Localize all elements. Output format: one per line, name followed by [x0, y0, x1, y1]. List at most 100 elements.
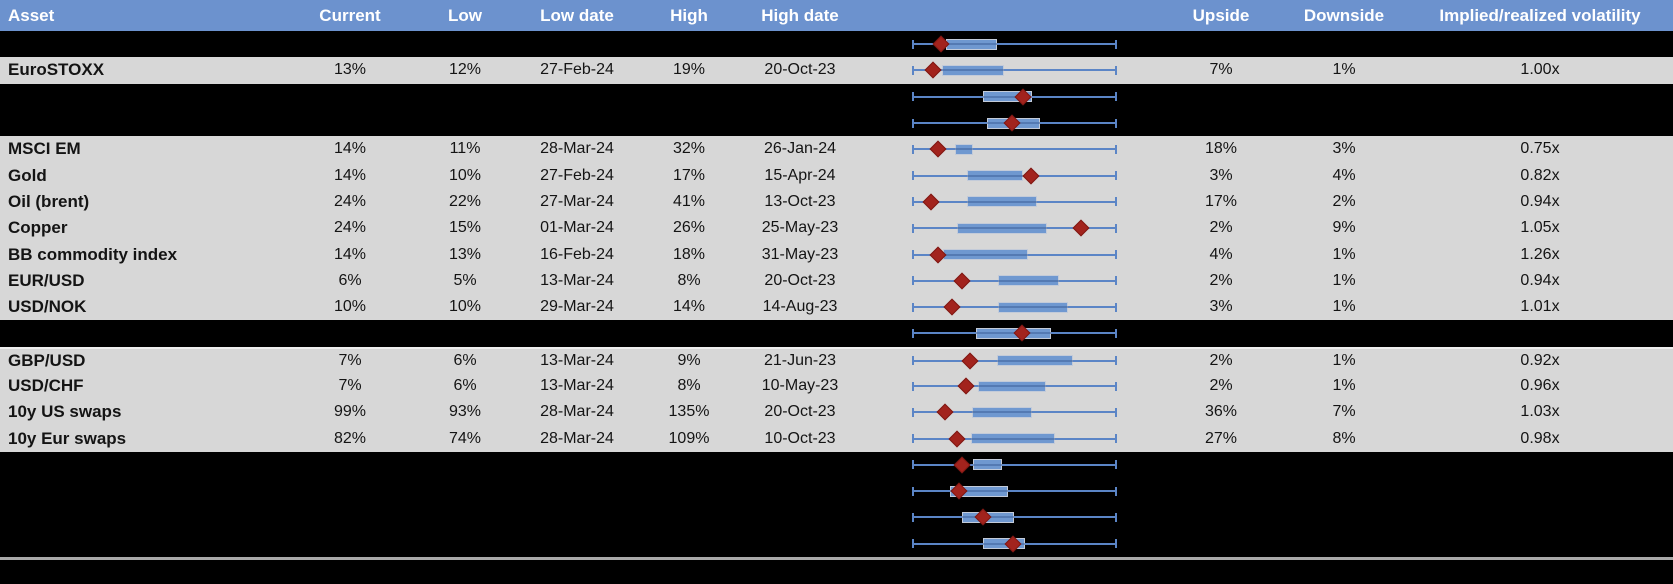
- asset-label: USD/CHF: [8, 376, 84, 395]
- downside-value: [1292, 531, 1396, 557]
- asset-label: 10y Eur swaps: [8, 428, 127, 448]
- boxplot-min-cap: [912, 407, 914, 417]
- boxplot-min-cap: [912, 356, 914, 366]
- asset-label: BB commodity index: [8, 244, 178, 264]
- boxplot-max-cap: [1115, 434, 1117, 444]
- table-row: Copper 24% 15% 01-Mar-24 26% 25-May-23 2…: [0, 215, 1673, 242]
- upside-value: [1150, 504, 1292, 530]
- high-value: 8%: [677, 271, 701, 289]
- low-value: 11%: [449, 140, 481, 158]
- range-chart-cell: [856, 162, 1150, 188]
- low-date-value: [520, 320, 634, 346]
- high-date-value: 20-Oct-23: [764, 271, 836, 289]
- downside-value: 4%: [1332, 166, 1356, 184]
- boxplot-min-cap: [912, 197, 914, 207]
- boxplot-median-line: [955, 148, 973, 151]
- boxplot-min-cap: [912, 328, 914, 338]
- high-date-value: 26-Jan-24: [763, 140, 837, 158]
- low-value: [410, 478, 520, 504]
- low-date-value: 13-Mar-24: [540, 351, 614, 369]
- asset-label: 10y US swaps: [8, 402, 122, 422]
- high-value: [634, 31, 744, 57]
- boxplot: [912, 425, 1117, 451]
- boxplot-max-cap: [1115, 197, 1117, 207]
- iv-rv-value: [1396, 478, 1673, 504]
- asset-label: GBP/USD: [8, 350, 86, 370]
- boxplot-min-cap: [912, 92, 914, 102]
- high-value: 17%: [672, 166, 706, 184]
- table-row: [0, 530, 1673, 557]
- low-date-value: [520, 110, 634, 136]
- high-value: 26%: [672, 219, 706, 237]
- table-row: EUR/USD 6% 5% 13-Mar-24 8% 20-Oct-23 2% …: [0, 267, 1673, 294]
- boxplot: [912, 478, 1117, 504]
- range-chart-cell: [856, 504, 1150, 530]
- boxplot-max-cap: [1115, 302, 1117, 312]
- boxplot-max-cap: [1115, 39, 1117, 49]
- boxplot-min-cap: [912, 460, 914, 470]
- table-row: [0, 504, 1673, 531]
- high-value: 41%: [672, 192, 706, 210]
- boxplot-min-cap: [912, 39, 914, 49]
- low-value: [410, 84, 520, 110]
- low-date-value: [520, 84, 634, 110]
- table-row: [0, 478, 1673, 505]
- boxplot-whisker-line: [912, 69, 1117, 72]
- low-date-value: 01-Mar-24: [540, 219, 614, 237]
- table-row: USD/NOK 10% 10% 29-Mar-24 14% 14-Aug-23 …: [0, 293, 1673, 321]
- range-chart-cell: [856, 268, 1150, 294]
- table-row: Oil (brent) 24% 22% 27-Mar-24 41% 13-Oct…: [0, 188, 1673, 216]
- boxplot-median-line: [977, 385, 1047, 387]
- boxplot-min-cap: [912, 381, 914, 391]
- high-date-value: 31-May-23: [761, 245, 839, 263]
- low-value: 13%: [448, 245, 482, 263]
- high-value: 18%: [672, 245, 706, 263]
- low-date-value: [520, 504, 634, 530]
- table-row: USD/CHF 7% 6% 13-Mar-24 8% 10-May-23 2% …: [0, 372, 1673, 400]
- low-date-value: [520, 452, 634, 478]
- table-row: [0, 109, 1673, 137]
- boxplot: [912, 57, 1117, 83]
- iv-rv-value: [1396, 504, 1673, 530]
- boxplot: [912, 531, 1117, 557]
- iv-rv-value: [1396, 31, 1673, 57]
- range-chart-cell: [856, 349, 1150, 373]
- current-value: [290, 84, 410, 110]
- low-value: 74%: [448, 429, 482, 447]
- current-marker-icon: [1072, 219, 1090, 237]
- column-header: Low: [448, 5, 482, 25]
- boxplot-max-cap: [1115, 118, 1117, 128]
- boxplot-median-line: [966, 174, 1024, 177]
- low-value: [410, 320, 520, 346]
- high-date-value: 15-Apr-24: [764, 166, 836, 184]
- column-header: High: [670, 5, 708, 25]
- upside-value: [1150, 531, 1292, 557]
- high-value: 109%: [668, 429, 710, 447]
- low-date-value: 13-Mar-24: [540, 377, 614, 394]
- iv-rv-value: 0.94x: [1520, 271, 1560, 289]
- iv-rv-value: 1.01x: [1520, 298, 1560, 316]
- boxplot-max-cap: [1115, 65, 1117, 75]
- upside-value: 2%: [1209, 219, 1233, 237]
- high-value: 9%: [677, 351, 701, 369]
- current-marker-icon: [953, 272, 971, 290]
- iv-rv-value: [1396, 110, 1673, 136]
- downside-value: 9%: [1332, 219, 1356, 237]
- boxplot-max-cap: [1115, 223, 1117, 233]
- high-value: 32%: [672, 140, 706, 158]
- current-value: 7%: [338, 377, 362, 394]
- range-chart-cell: [856, 110, 1150, 136]
- range-chart-cell: [856, 452, 1150, 478]
- downside-value: 3%: [1332, 140, 1356, 158]
- downside-value: [1292, 31, 1396, 57]
- boxplot-max-cap: [1115, 512, 1117, 522]
- low-date-value: [520, 531, 634, 557]
- boxplot: [912, 294, 1117, 320]
- boxplot-max-cap: [1115, 407, 1117, 417]
- downside-value: 2%: [1332, 192, 1356, 210]
- downside-value: 1%: [1332, 61, 1356, 79]
- high-date-value: 20-Oct-23: [764, 403, 836, 421]
- boxplot: [912, 215, 1117, 241]
- high-value: [634, 320, 744, 346]
- downside-value: 1%: [1332, 377, 1356, 394]
